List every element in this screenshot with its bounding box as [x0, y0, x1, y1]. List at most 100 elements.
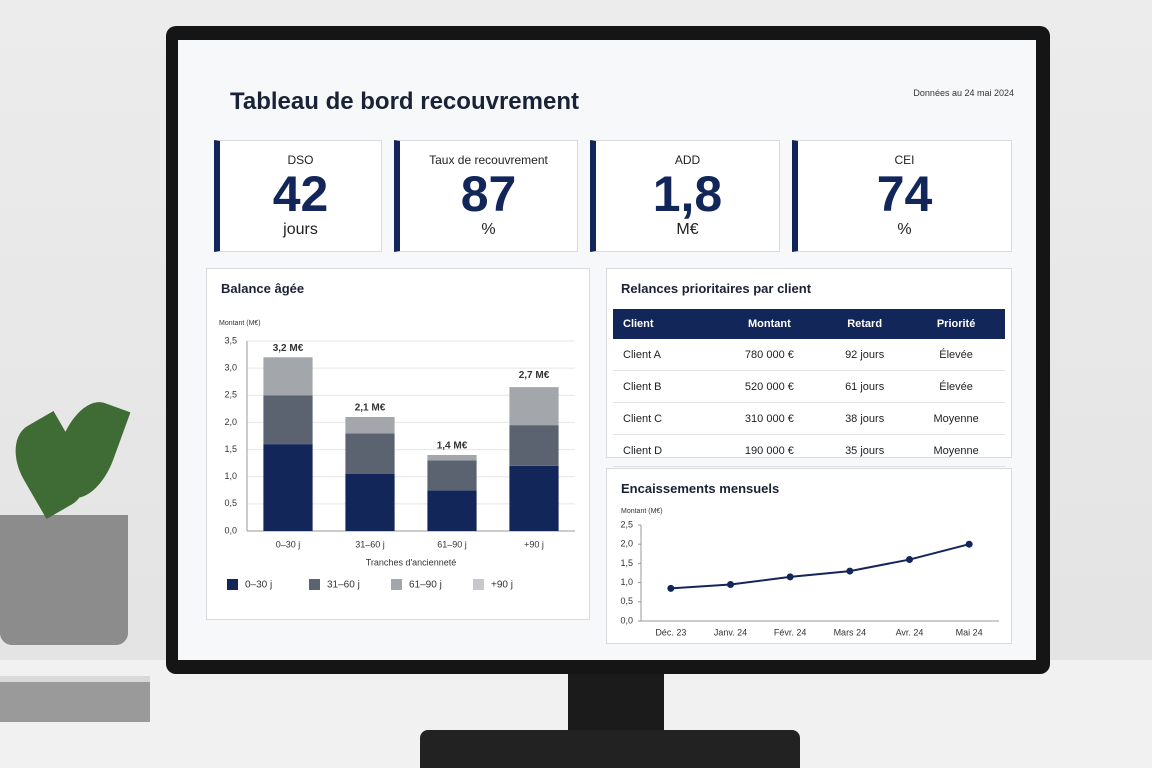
table-row: Client A 780 000 €92 jours Élevée — [613, 339, 1005, 371]
kpi-value: 42 — [272, 166, 329, 222]
y-tick-label: 3,0 — [224, 363, 237, 373]
legend-label: 61–90 j — [409, 580, 442, 591]
table-cell: Client B — [613, 370, 717, 403]
monitor-base — [420, 730, 800, 768]
total-label: 2,1 M€ — [355, 403, 386, 414]
y-tick-label: 3,5 — [224, 335, 237, 345]
table-row: Client B 520 000 €61 jours Élevée — [613, 370, 1005, 403]
page-title: Tableau de bord recouvrement — [230, 88, 579, 115]
table-cell: 61 jours — [822, 370, 908, 403]
legend-swatch — [227, 579, 238, 590]
kpi-card: DSO 42 jours — [214, 140, 382, 252]
y-tick-label: 1,5 — [224, 444, 237, 454]
bar-segment — [345, 474, 395, 531]
table-cell: 310 000 € — [716, 402, 823, 435]
kpi-label: Taux de recouvrement — [429, 153, 548, 167]
bar-segment — [345, 417, 395, 434]
kpi-unit: M€ — [676, 221, 699, 238]
kpi-unit: jours — [283, 221, 318, 238]
data-date: Données au 24 mai 2024 — [913, 88, 1014, 98]
x-tick-label: Déc. 23 — [655, 627, 686, 637]
y-tick-label: 2,5 — [620, 519, 633, 529]
y-tick-label: 2,0 — [620, 539, 633, 549]
y-tick-label: 2,0 — [224, 417, 237, 427]
total-label: 2,7 M€ — [519, 370, 550, 381]
bar-segment — [427, 460, 477, 491]
aging-panel: Balance âgée Montant (M€) 0,0 0,5 1,0 1,5 2,0… — [206, 268, 590, 620]
table-cell: 38 jours — [822, 402, 908, 435]
books — [0, 676, 150, 722]
y-axis-label: Montant (M€) — [621, 508, 663, 515]
cash-chart: Montant (M€) 0,0 0,5 1,0 1,5 2,0 2,5 Déc. 23 Jan… — [620, 508, 999, 637]
table-row: Client D 190 000 €35 jours Moyenne — [613, 434, 1005, 467]
y-tick-label: 0,5 — [224, 498, 237, 508]
table-cell: 190 000 € — [716, 434, 823, 467]
table-panel: Relances prioritaires par client Client M… — [606, 268, 1012, 467]
bar-segment — [263, 357, 313, 396]
kpi-value: 74 — [876, 166, 933, 222]
y-tick-label: 0,5 — [620, 596, 633, 606]
point — [786, 573, 794, 581]
point — [846, 567, 854, 575]
table-cell: Moyenne — [907, 402, 1005, 435]
x-tick-label: 61–90 j — [437, 539, 467, 549]
table-row: Client C 310 000 €38 jours Moyenne — [613, 402, 1005, 435]
table-cell: 780 000 € — [716, 339, 823, 371]
y-tick-label: 1,0 — [224, 471, 237, 481]
plant-pot — [0, 515, 128, 645]
legend-label: 0–30 j — [245, 580, 272, 591]
table-cell: Client D — [613, 434, 717, 467]
x-tick-label: +90 j — [524, 539, 544, 549]
bar-segment — [509, 387, 559, 426]
point — [727, 581, 734, 589]
bar-segment — [509, 465, 559, 531]
table-cell: Élevée — [907, 339, 1005, 371]
bar-segment — [263, 395, 313, 445]
cash-panel: Encaissements mensuels Montant (M€) 0,0 0,… — [606, 468, 1012, 644]
x-tick-label: Mars 24 — [834, 627, 867, 637]
table-cell: Client A — [613, 339, 717, 371]
kpi-unit: % — [481, 221, 496, 238]
x-tick-label: Janv. 24 — [714, 627, 747, 637]
y-tick-label: 0,0 — [620, 615, 633, 625]
bar-segment — [427, 455, 477, 461]
x-tick-label: Avr. 24 — [896, 627, 924, 637]
point — [965, 540, 973, 548]
legend-swatch — [473, 579, 484, 590]
kpi-value: 1,8 — [652, 166, 723, 222]
screen: Tableau de bord recouvrement Données au … — [178, 40, 1036, 660]
bar-segment — [345, 433, 395, 474]
kpi-card: CEI 74% — [792, 140, 1012, 252]
total-label: 3,2 M€ — [273, 343, 304, 354]
y-tick-label: 0,0 — [224, 525, 237, 535]
x-tick-label: 31–60 j — [355, 539, 385, 549]
y-axis-label: Montant (M€) — [219, 320, 261, 327]
table-cell: 520 000 € — [716, 370, 823, 403]
kpi-card: Taux de recouvrement 87% — [394, 140, 578, 252]
panel-title: Balance âgée — [221, 281, 305, 296]
kpi-label: CEI — [894, 153, 915, 167]
x-tick-label: Mai 24 — [956, 627, 983, 637]
leaf — [44, 393, 131, 507]
panel-title: Relances prioritaires par client — [621, 281, 812, 296]
kpi-label: ADD — [674, 153, 701, 167]
point — [667, 584, 675, 592]
legend-label: +90 j — [491, 580, 513, 591]
panel-title: Encaissements mensuels — [621, 481, 780, 496]
bar-segment — [427, 490, 477, 531]
kpi-unit: % — [897, 221, 912, 238]
legend-swatch — [309, 579, 320, 590]
priority-table: Client Montant Retard Priorité Client A 780 0… — [613, 309, 1005, 467]
point — [906, 556, 913, 564]
table-cell: Moyenne — [907, 434, 1005, 467]
column-header: Client — [613, 309, 717, 339]
x-axis-label: Tranches d'ancienneté — [366, 557, 456, 567]
bar-segment — [509, 425, 559, 466]
y-tick-label: 2,5 — [224, 390, 237, 400]
column-header: Montant — [716, 309, 823, 339]
kpi-card: ADD 1,8 M€ — [590, 140, 780, 252]
legend-swatch — [391, 579, 402, 590]
kpi-label: DSO — [287, 153, 314, 167]
y-tick-label: 1,5 — [620, 558, 633, 568]
